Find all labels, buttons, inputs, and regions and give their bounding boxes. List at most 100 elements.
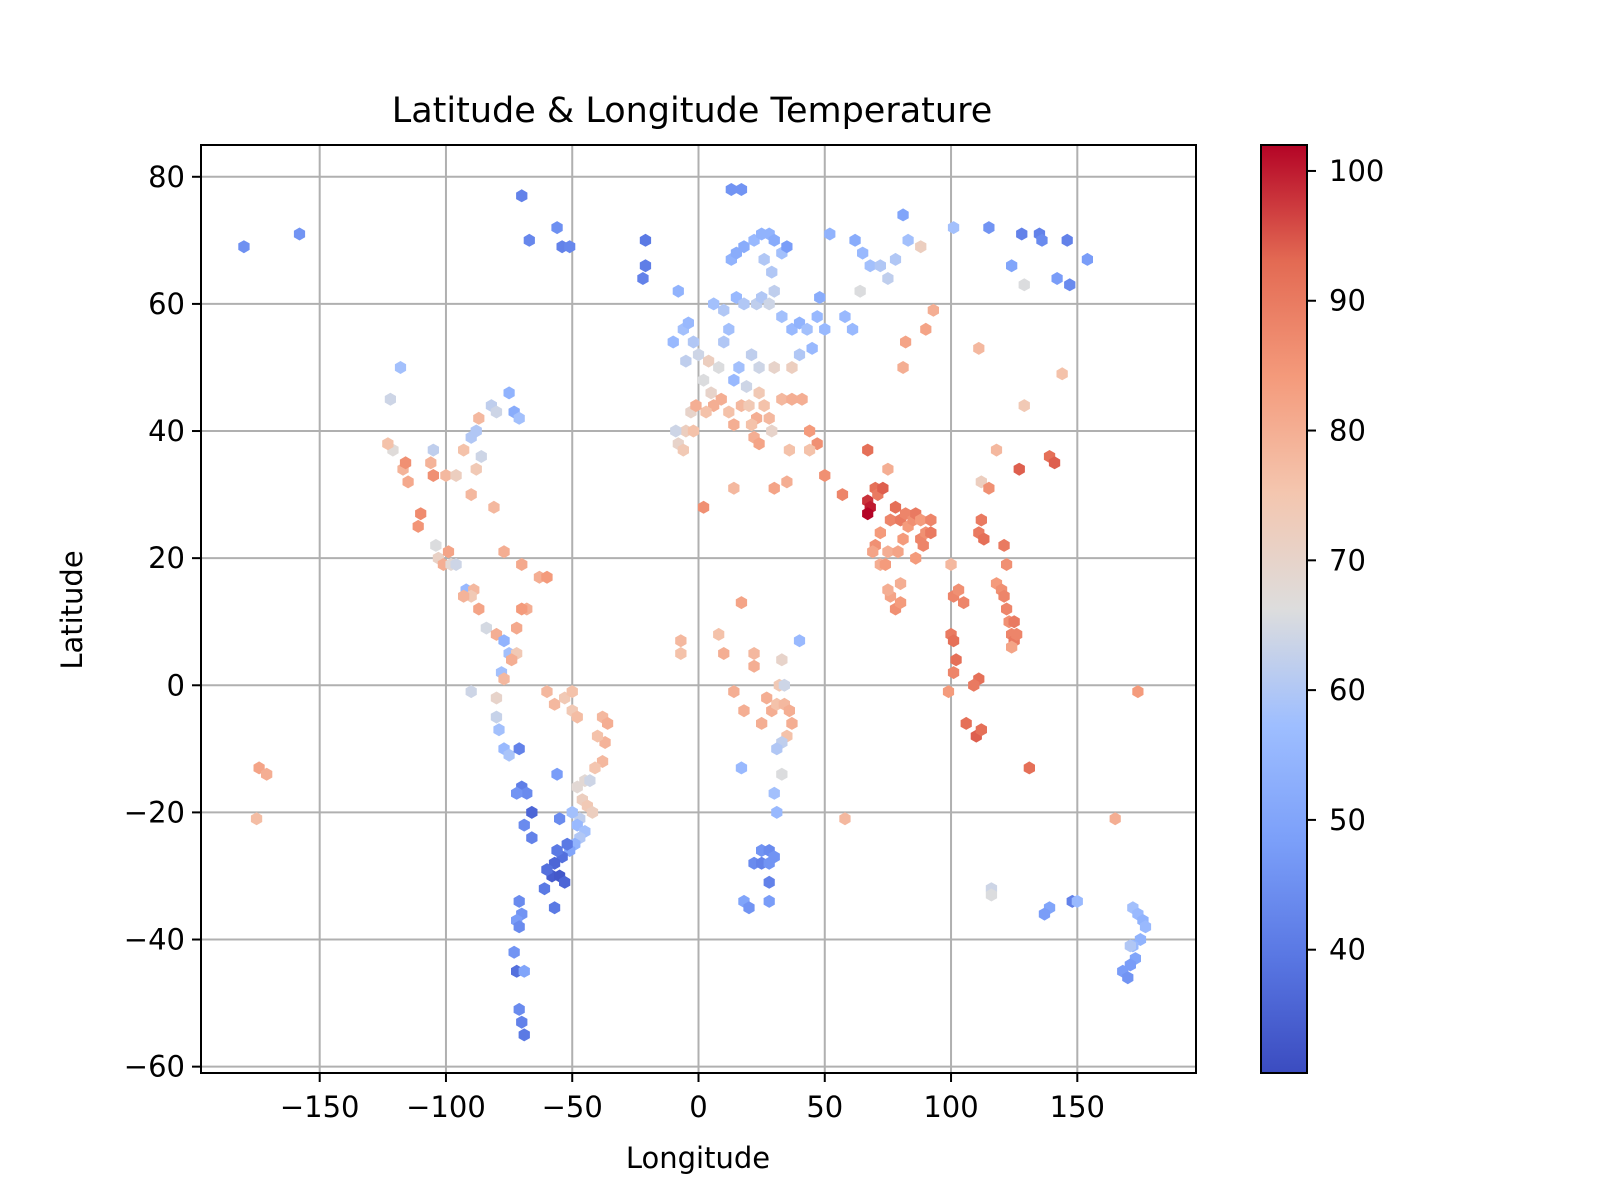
colorbar-tick-label: 60 — [1329, 673, 1366, 707]
hex-bin — [708, 297, 720, 311]
hex-bin — [854, 284, 866, 298]
hex-bin — [723, 405, 735, 419]
hex-bin — [703, 354, 715, 368]
hex-bin — [947, 634, 960, 648]
hex-bin — [548, 901, 561, 915]
hex-bin — [768, 361, 780, 374]
hex-bin — [687, 335, 700, 349]
hex-bin — [498, 634, 510, 648]
y-tick-label: 60 — [148, 287, 185, 321]
hex-bin — [692, 348, 705, 362]
x-tick-label: 100 — [923, 1090, 978, 1124]
hex-bin — [412, 519, 424, 533]
hex-bin — [786, 392, 798, 406]
hex-bin — [756, 716, 768, 730]
hex-bin — [814, 291, 826, 304]
hex-bin — [975, 513, 987, 527]
hex-bin — [427, 443, 439, 457]
hex-bin — [915, 513, 927, 527]
y-tick-label: −20 — [124, 795, 185, 829]
hex-bin — [503, 386, 515, 400]
hex-bin — [998, 589, 1010, 603]
hex-bin — [506, 653, 518, 667]
hex-bin — [425, 456, 437, 470]
hex-bin — [718, 303, 730, 317]
hex-bin — [538, 882, 551, 896]
hex-bin — [513, 411, 525, 425]
hex-bin — [584, 774, 596, 788]
hex-bin — [836, 488, 849, 502]
hex-bin — [811, 310, 823, 324]
y-tick-label: 40 — [148, 414, 185, 448]
hex-bin — [786, 716, 798, 730]
hex-bin — [384, 392, 396, 406]
hex-bin — [1139, 920, 1152, 934]
hex-bin — [697, 373, 710, 387]
hex-bin — [768, 481, 780, 495]
hex-bin — [753, 361, 765, 374]
hex-bin — [718, 335, 730, 349]
hex-bin — [915, 240, 927, 254]
hex-bin — [675, 647, 687, 660]
hex-bin — [511, 786, 523, 800]
hex-bin — [713, 361, 725, 374]
hex-bin — [1132, 685, 1144, 699]
hex-bin — [920, 322, 932, 336]
hex-bin — [725, 183, 737, 196]
hex-bin — [639, 259, 652, 273]
hex-bin — [705, 386, 717, 400]
hex-bin — [516, 1015, 528, 1029]
hex-bin — [983, 221, 995, 235]
hex-bin — [571, 780, 583, 794]
hex-bin — [602, 716, 614, 730]
hex-bin — [776, 392, 788, 406]
y-tick-label: 80 — [148, 160, 185, 194]
hex-bin — [564, 240, 576, 254]
hex-bin — [518, 818, 530, 832]
hex-bin — [1018, 399, 1030, 413]
colorbar-tick-label: 90 — [1329, 284, 1366, 318]
hex-bin — [670, 424, 682, 438]
hex-bin — [947, 221, 960, 235]
grid-lines — [201, 145, 1196, 1073]
hex-bin — [763, 856, 775, 870]
hex-bin — [776, 653, 788, 667]
hex-bin — [511, 621, 523, 635]
hex-bin — [882, 545, 894, 559]
hex-bin — [1051, 272, 1063, 285]
hex-bin — [882, 583, 894, 597]
hex-bin — [781, 240, 793, 254]
x-axis-ticks: −150 −100 −50 0 50 100 150 — [280, 1073, 1105, 1124]
hex-bin — [1023, 761, 1035, 775]
hex-bin — [889, 252, 902, 266]
hex-bin — [1122, 971, 1134, 985]
x-tick-label: −100 — [406, 1090, 486, 1124]
hex-bin — [1011, 627, 1023, 641]
hex-bin — [1013, 462, 1025, 476]
hex-bin — [700, 405, 712, 419]
hex-bin — [902, 233, 914, 247]
hex-bin — [415, 507, 427, 521]
hex-bin — [745, 418, 758, 432]
hex-bin — [475, 450, 487, 463]
hex-bin — [897, 532, 909, 546]
hex-bin — [877, 481, 889, 495]
hex-bin — [1056, 367, 1068, 381]
hex-bin — [513, 894, 525, 908]
hex-bin — [450, 558, 462, 571]
hex-bin — [1008, 615, 1020, 629]
hex-bin — [591, 729, 604, 743]
hex-bin — [516, 189, 528, 203]
hex-bin — [824, 227, 836, 241]
hex-bin — [518, 964, 530, 978]
hex-bin — [738, 297, 750, 311]
hex-bin — [910, 551, 922, 565]
x-tick-label: −150 — [280, 1090, 360, 1124]
data-points — [238, 183, 1152, 1042]
hex-bin — [768, 233, 780, 247]
hex-bin — [735, 183, 748, 196]
hex-bin — [806, 341, 818, 355]
hex-bin — [1048, 456, 1061, 470]
